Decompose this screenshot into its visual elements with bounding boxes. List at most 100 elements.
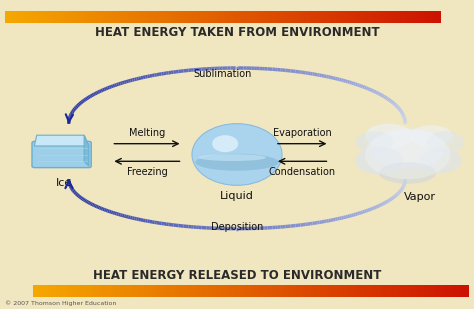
Bar [191,11,192,23]
Bar [73,285,74,297]
Bar [456,285,457,297]
Bar [65,285,67,297]
Bar [423,11,425,23]
Bar [85,285,87,297]
Bar [35,11,36,23]
Bar [308,285,310,297]
Bar [158,285,160,297]
Bar [39,285,40,297]
Bar [35,285,36,297]
Bar [445,285,446,297]
Text: Vapor: Vapor [403,192,436,201]
Bar [95,11,96,23]
Bar [60,11,62,23]
Bar [184,285,186,297]
Bar [281,11,283,23]
Bar [416,285,417,297]
Bar [424,285,426,297]
Bar [352,285,353,297]
Bar [135,285,137,297]
Bar [117,11,118,23]
Bar [235,285,237,297]
Bar [169,11,171,23]
Bar [295,11,297,23]
Bar [207,11,208,23]
Bar [362,285,363,297]
Bar [141,285,142,297]
Bar [15,11,17,23]
Bar [404,11,406,23]
Bar [57,11,58,23]
Bar [198,285,199,297]
Bar [216,11,217,23]
Bar [55,11,57,23]
Polygon shape [34,135,89,146]
Bar [423,285,424,297]
Bar [465,285,466,297]
Bar [43,285,45,297]
Bar [275,11,276,23]
Bar [303,285,305,297]
Bar [402,285,404,297]
Text: © 2007 Thomson Higher Education: © 2007 Thomson Higher Education [5,300,116,306]
Bar [436,285,438,297]
Bar [201,285,202,297]
Ellipse shape [365,124,412,148]
Bar [9,11,10,23]
Bar [231,285,232,297]
Bar [52,285,54,297]
Bar [137,285,138,297]
Bar [159,11,160,23]
Bar [111,11,112,23]
Bar [336,285,337,297]
Bar [10,11,12,23]
Bar [77,285,78,297]
Bar [230,11,231,23]
Bar [144,285,145,297]
Bar [36,11,38,23]
Bar [355,285,356,297]
Bar [420,285,421,297]
Bar [49,285,51,297]
Bar [422,11,423,23]
Bar [301,285,302,297]
Bar [87,285,89,297]
Bar [37,285,39,297]
Bar [42,285,43,297]
Bar [263,285,264,297]
Bar [311,11,313,23]
Bar [152,11,153,23]
Bar [243,285,244,297]
Bar [438,11,439,23]
Bar [240,11,242,23]
Bar [252,11,253,23]
Bar [320,11,322,23]
Text: HEAT ENERGY TAKEN FROM ENVIRONMENT: HEAT ENERGY TAKEN FROM ENVIRONMENT [95,26,379,39]
Bar [362,11,364,23]
Bar [261,285,263,297]
Bar [282,285,283,297]
Bar [318,285,319,297]
Bar [373,11,374,23]
Bar [261,11,262,23]
Bar [179,285,180,297]
Bar [40,285,42,297]
Bar [124,11,126,23]
Bar [38,11,40,23]
Bar [248,285,250,297]
Bar [272,11,273,23]
Bar [342,11,344,23]
Bar [380,11,381,23]
Bar [70,285,71,297]
Bar [250,285,251,297]
Bar [346,285,347,297]
Bar [78,285,80,297]
Bar [210,11,211,23]
Bar [348,11,349,23]
Bar [425,11,426,23]
Bar [368,11,370,23]
Bar [31,11,32,23]
Bar [128,11,130,23]
Bar [322,285,324,297]
Bar [194,11,195,23]
